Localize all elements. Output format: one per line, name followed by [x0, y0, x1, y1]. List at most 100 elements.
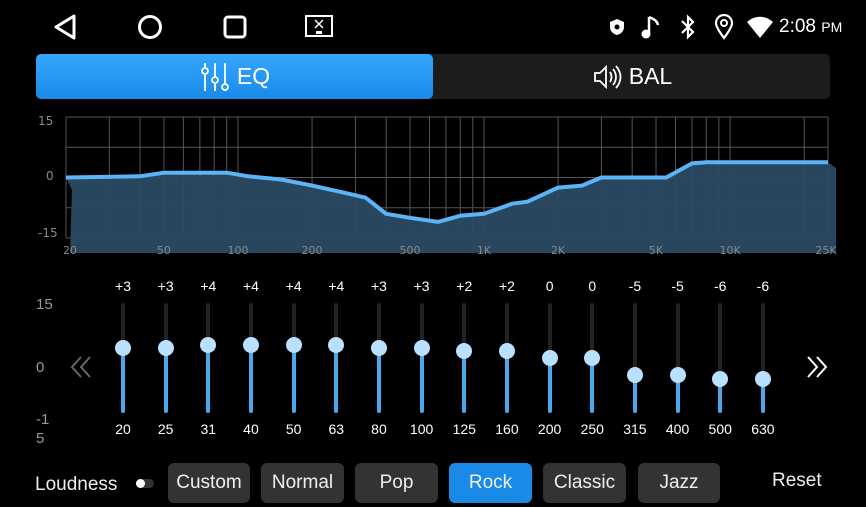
band-slider-25[interactable]: +3 25: [146, 278, 186, 438]
band-value: +2: [456, 278, 473, 294]
slider-track[interactable]: [157, 303, 174, 413]
band-slider-20[interactable]: +3 20: [103, 278, 143, 438]
slider-knob[interactable]: [285, 336, 302, 353]
slider-knob[interactable]: [413, 339, 430, 356]
preset-custom[interactable]: Custom: [168, 463, 250, 503]
slider-track[interactable]: [413, 303, 430, 413]
slider-knob[interactable]: [541, 350, 558, 367]
graph-x-tick: 50: [156, 244, 171, 257]
slider-track[interactable]: [370, 303, 387, 413]
slider-knob[interactable]: [754, 370, 771, 387]
loudness-label: Loudness: [35, 474, 118, 495]
band-slider-630[interactable]: -6 630: [743, 278, 783, 438]
band-value: +3: [370, 278, 387, 294]
shield-icon: [610, 19, 624, 35]
reset-button[interactable]: Reset: [772, 470, 822, 491]
band-slider-500[interactable]: -6 500: [700, 278, 740, 438]
slider-track[interactable]: [328, 303, 345, 413]
slider-track[interactable]: [456, 303, 473, 413]
band-slider-40[interactable]: +4 40: [231, 278, 271, 438]
band-slider-250[interactable]: 0 250: [572, 278, 612, 438]
home-icon[interactable]: [137, 14, 163, 40]
graph-x-tick: 500: [399, 244, 421, 257]
preset-rock[interactable]: Rock: [449, 463, 532, 503]
band-value: +2: [498, 278, 515, 294]
preset-classic[interactable]: Classic: [543, 463, 626, 503]
slider-knob[interactable]: [157, 339, 174, 356]
band-slider-50[interactable]: +4 50: [274, 278, 314, 438]
slider-knob[interactable]: [626, 367, 643, 384]
slider-fill: [632, 375, 637, 413]
band-frequency: 31: [200, 421, 217, 437]
band-slider-100[interactable]: +3 100: [402, 278, 442, 438]
tab-bal-label: BAL: [628, 63, 673, 89]
slider-knob[interactable]: [712, 370, 729, 387]
band-slider-315[interactable]: -5 315: [615, 278, 655, 438]
slider-knob[interactable]: [242, 336, 259, 353]
band-frequency: 20: [115, 421, 131, 437]
slider-knob[interactable]: [200, 336, 217, 353]
band-slider-125[interactable]: +2 125: [444, 278, 484, 438]
slider-knob[interactable]: [584, 350, 601, 367]
tab-bal[interactable]: BAL: [433, 54, 830, 99]
slider-track[interactable]: [626, 303, 643, 413]
slider-track[interactable]: [584, 303, 601, 413]
band-value: +3: [413, 278, 430, 294]
loudness-toggle[interactable]: [136, 479, 154, 488]
slider-knob[interactable]: [498, 343, 515, 360]
recents-icon[interactable]: [222, 14, 248, 40]
equalizer-icon: [200, 62, 229, 91]
screen-off-icon[interactable]: [304, 14, 334, 40]
slider-fill: [760, 378, 765, 413]
band-value: -6: [714, 278, 727, 294]
slider-knob[interactable]: [370, 339, 387, 356]
location-icon: [714, 14, 734, 40]
band-frequency: 500: [708, 421, 732, 437]
slider-knob[interactable]: [115, 339, 131, 356]
band-value: +4: [285, 278, 302, 294]
band-slider-400[interactable]: -5 400: [658, 278, 698, 438]
slider-track[interactable]: [200, 303, 217, 413]
band-value: +4: [242, 278, 259, 294]
band-slider-200[interactable]: 0 200: [530, 278, 570, 438]
band-slider-63[interactable]: +4 63: [316, 278, 356, 438]
graph-x-tick: 2K: [550, 244, 566, 257]
slider-fill: [504, 351, 509, 413]
graph-y-tick: -15: [38, 226, 58, 240]
clock: 2:08 PM: [779, 16, 843, 37]
slider-knob[interactable]: [328, 336, 345, 353]
slider-track[interactable]: [754, 303, 771, 413]
previous-page-icon[interactable]: [68, 354, 96, 380]
preset-normal[interactable]: Normal: [261, 463, 344, 503]
tab-eq[interactable]: EQ: [36, 54, 433, 99]
band-slider-80[interactable]: +3 80: [359, 278, 399, 438]
band-slider-31[interactable]: +4 31: [188, 278, 228, 438]
slider-knob[interactable]: [456, 343, 473, 360]
band-value: +3: [115, 278, 131, 294]
slider-fill: [718, 378, 723, 413]
back-icon[interactable]: [53, 14, 77, 40]
graph-fill-area: [66, 162, 836, 253]
preset-jazz[interactable]: Jazz: [638, 463, 720, 503]
tab-bar: EQ BAL: [36, 54, 830, 99]
slider-track[interactable]: [669, 303, 686, 413]
preset-pop[interactable]: Pop: [355, 463, 438, 503]
slider-track[interactable]: [498, 303, 515, 413]
graph-x-tick: 5K: [648, 244, 664, 257]
band-value: +3: [157, 278, 174, 294]
band-frequency: 50: [285, 421, 302, 437]
band-slider-160[interactable]: +2 160: [487, 278, 527, 438]
graph-x-tick: 1K: [476, 244, 492, 257]
slider-track[interactable]: [285, 303, 302, 413]
slider-scale-min: -1: [36, 411, 50, 428]
slider-track[interactable]: [115, 303, 131, 413]
band-value: -5: [628, 278, 642, 294]
next-page-icon[interactable]: [803, 354, 831, 380]
slider-track[interactable]: [712, 303, 729, 413]
slider-track[interactable]: [541, 303, 558, 413]
band-frequency: 125: [452, 421, 476, 437]
slider-track[interactable]: [242, 303, 259, 413]
slider-fill: [291, 344, 296, 413]
slider-fill: [547, 358, 552, 413]
slider-knob[interactable]: [669, 367, 686, 384]
